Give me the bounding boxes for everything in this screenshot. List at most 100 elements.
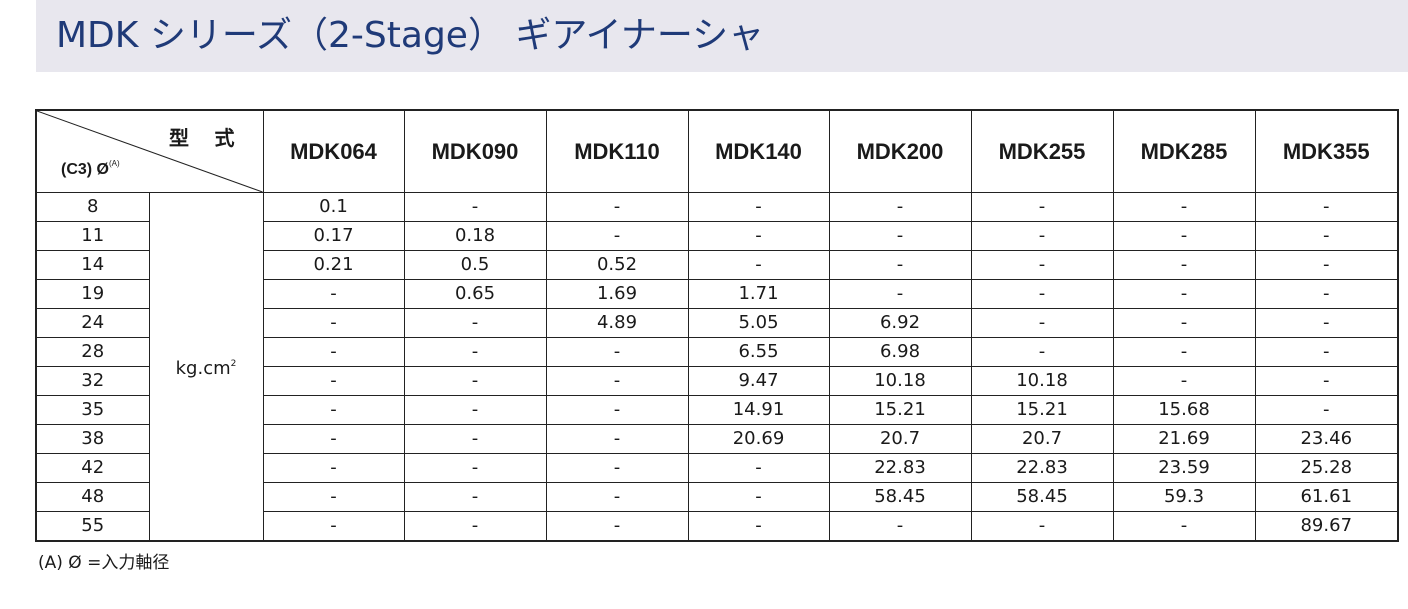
inertia-value-cell: 0.65 <box>403 279 547 309</box>
inertia-value-cell: - <box>262 453 405 483</box>
table-body: 8 kg.cm2 0.1- - - - - - -11 0.17 0.18- - - - - -14 0.21 0… <box>35 192 1399 542</box>
model-header: MDK255 <box>970 109 1114 193</box>
shaft-diameter-cell: 28 <box>35 337 150 367</box>
inertia-value-cell: 15.21 <box>970 395 1114 425</box>
inertia-value-cell: - <box>262 395 405 425</box>
inertia-value-cell: - <box>1254 366 1399 396</box>
model-label: 型 式 <box>168 128 245 150</box>
inertia-value-cell: - <box>970 511 1114 542</box>
shaft-diameter-cell: 32 <box>35 366 150 396</box>
inertia-value-cell: 0.1 <box>262 192 405 222</box>
header-corner-cell: 型 式 (C3) Ø(A) <box>35 109 264 193</box>
inertia-value-cell: 10.18 <box>828 366 972 396</box>
inertia-value-cell: - <box>1254 221 1399 251</box>
inertia-value-cell: - <box>262 511 405 542</box>
inertia-value-cell: - <box>262 308 405 338</box>
inertia-value-cell: - <box>545 366 689 396</box>
inertia-value-cell: - <box>1112 366 1256 396</box>
inertia-value-cell: - <box>687 511 830 542</box>
inertia-value-cell: - <box>828 192 972 222</box>
inertia-value-cell: - <box>403 366 547 396</box>
model-header: MDK200 <box>828 109 972 193</box>
inertia-value-cell: 58.45 <box>828 482 972 512</box>
shaft-diameter-cell: 24 <box>35 308 150 338</box>
inertia-value-cell: 23.46 <box>1254 424 1399 454</box>
inertia-value-cell: - <box>970 337 1114 367</box>
inertia-value-cell: 1.71 <box>687 279 830 309</box>
model-header: MDK285 <box>1112 109 1256 193</box>
inertia-value-cell: 20.7 <box>828 424 972 454</box>
inertia-value-cell: - <box>545 192 689 222</box>
inertia-value-cell: 1.69 <box>545 279 689 309</box>
shaft-diameter-cell: 8 <box>35 192 150 222</box>
inertia-value-cell: - <box>1112 279 1256 309</box>
model-header: MDK140 <box>687 109 830 193</box>
inertia-value-cell: - <box>545 221 689 251</box>
inertia-value-cell: - <box>403 337 547 367</box>
inertia-value-cell: - <box>1254 279 1399 309</box>
inertia-value-cell: 6.92 <box>828 308 972 338</box>
inertia-value-cell: - <box>1254 250 1399 280</box>
shaft-diameter-cell: 55 <box>35 511 150 542</box>
table-row: 8 kg.cm2 0.1- - - - - - - <box>35 192 1399 542</box>
inertia-value-cell: 89.67 <box>1254 511 1399 542</box>
shaft-diameter-cell: 19 <box>35 279 150 309</box>
inertia-value-cell: - <box>1112 308 1256 338</box>
inertia-value-cell: 0.18 <box>403 221 547 251</box>
inertia-value-cell: - <box>970 279 1114 309</box>
header-row: 型 式 (C3) Ø(A) MDK064 MDK090 MDK110 MDK14… <box>35 109 1399 193</box>
table-row: 42- - - -22.83 22.83 23.59 25.28 <box>35 453 1399 483</box>
inertia-value-cell: 23.59 <box>1112 453 1256 483</box>
inertia-value-cell: - <box>970 192 1114 222</box>
inertia-value-cell: - <box>1112 511 1256 542</box>
table-row: 24- -4.89 5.05 6.92- - - <box>35 308 1399 338</box>
inertia-value-cell: 25.28 <box>1254 453 1399 483</box>
shaft-diameter-label: (C3) Ø(A) <box>61 159 120 178</box>
table-row: 28- - -6.55 6.98- - - <box>35 337 1399 367</box>
inertia-value-cell: - <box>828 279 972 309</box>
inertia-value-cell: - <box>262 337 405 367</box>
inertia-value-cell: - <box>687 221 830 251</box>
inertia-value-cell: 0.21 <box>262 250 405 280</box>
table-row: 55- - - - - - -89.67 <box>35 511 1399 542</box>
shaft-diameter-cell: 35 <box>35 395 150 425</box>
model-header: MDK110 <box>545 109 689 193</box>
inertia-value-cell: - <box>262 366 405 396</box>
inertia-value-cell: - <box>545 395 689 425</box>
shaft-diameter-cell: 42 <box>35 453 150 483</box>
inertia-value-cell: 9.47 <box>687 366 830 396</box>
inertia-value-cell: - <box>545 482 689 512</box>
inertia-value-cell: - <box>1254 395 1399 425</box>
inertia-value-cell: - <box>970 308 1114 338</box>
inertia-value-cell: - <box>1112 221 1256 251</box>
inertia-value-cell: - <box>687 250 830 280</box>
corner-diagonal <box>37 111 263 192</box>
inertia-value-cell: 5.05 <box>687 308 830 338</box>
inertia-value-cell: 6.55 <box>687 337 830 367</box>
inertia-value-cell: - <box>687 192 830 222</box>
table-row: 35- - -14.91 15.21 15.21 15.68- <box>35 395 1399 425</box>
inertia-value-cell: - <box>1112 192 1256 222</box>
inertia-value-cell: 21.69 <box>1112 424 1256 454</box>
unit-cell: kg.cm2 <box>148 192 264 542</box>
inertia-value-cell: 4.89 <box>545 308 689 338</box>
inertia-value-cell: 20.7 <box>970 424 1114 454</box>
inertia-value-cell: 15.21 <box>828 395 972 425</box>
shaft-diameter-cell: 38 <box>35 424 150 454</box>
inertia-value-cell: 22.83 <box>828 453 972 483</box>
inertia-table: 型 式 (C3) Ø(A) MDK064 MDK090 MDK110 MDK14… <box>35 109 1399 542</box>
inertia-value-cell: - <box>687 453 830 483</box>
inertia-value-cell: - <box>403 424 547 454</box>
shaft-diameter-cell: 14 <box>35 250 150 280</box>
table-row: 32- - -9.47 10.18 10.18- - <box>35 366 1399 396</box>
table-row: 14 0.21 0.5 0.52- - - - - <box>35 250 1399 280</box>
inertia-value-cell: - <box>828 511 972 542</box>
shaft-diameter-cell: 11 <box>35 221 150 251</box>
table-row: 48- - - -58.45 58.45 59.3 61.61 <box>35 482 1399 512</box>
inertia-value-cell: - <box>1112 250 1256 280</box>
inertia-value-cell: 0.52 <box>545 250 689 280</box>
inertia-value-cell: - <box>545 337 689 367</box>
inertia-value-cell: - <box>1112 337 1256 367</box>
inertia-value-cell: - <box>1254 337 1399 367</box>
inertia-value-cell: 6.98 <box>828 337 972 367</box>
